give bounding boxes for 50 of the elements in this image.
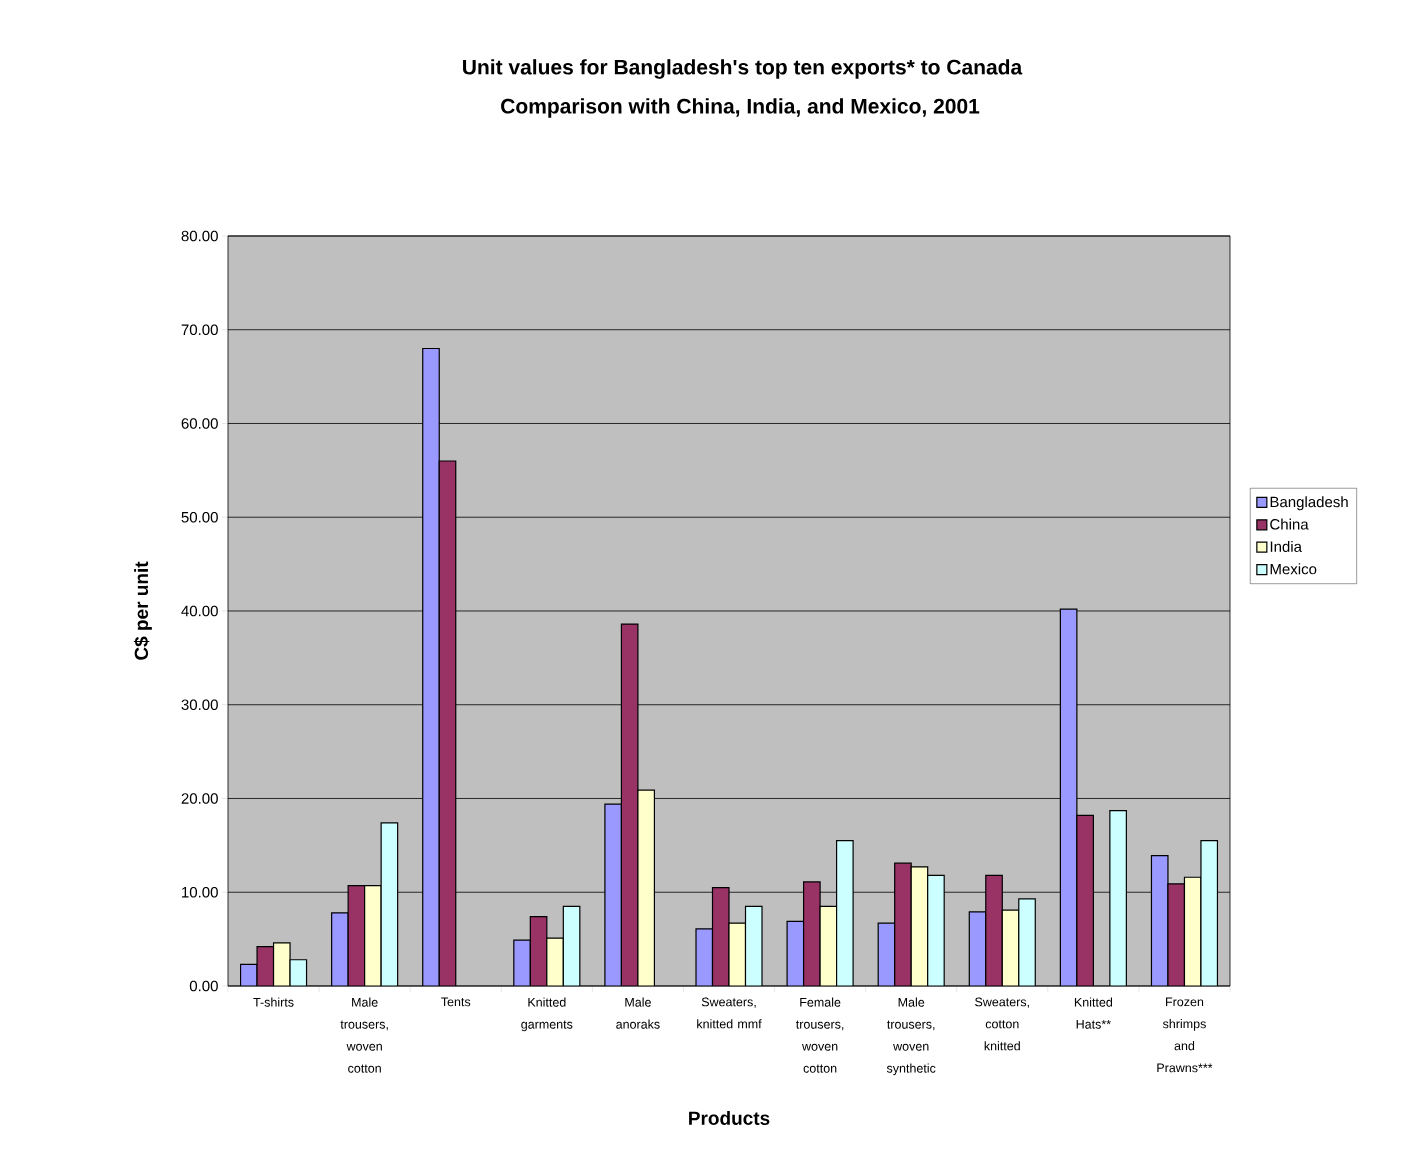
bar [1167,883,1186,986]
y-tick-label: 60.00 [181,418,218,429]
legend-label: Mexico [1270,563,1317,575]
x-tick-label: Frozen shrimps and Prawns*** [1157,997,1213,1073]
legend-label: China [1270,518,1309,530]
bar [1150,855,1169,986]
bar [347,885,366,986]
bar [711,886,730,986]
y-tick-label: 0.00 [189,980,218,992]
y-tick-label: 80.00 [181,230,218,242]
bar [604,803,623,986]
x-tick-label: Female trousers, woven cotton [795,997,844,1073]
x-tick-label: T-shirts [253,997,294,1007]
y-tick-label: 10.00 [182,886,218,898]
legend-label: India [1270,540,1302,552]
y-tick-label: 70.00 [181,324,218,336]
bar [1200,840,1219,986]
bar [1059,608,1078,986]
y-tick-label: 50.00 [181,511,218,523]
x-tick-label: Tents [441,997,471,1007]
x-tick-label: Sweaters, knitted mmf [697,997,762,1029]
y-tick-label: 40.00 [181,605,218,617]
y-tick-label: 20.00 [181,793,218,804]
x-tick-label: Knitted garments [521,997,573,1032]
bar [438,460,457,986]
bar [1109,810,1127,986]
bar [546,937,564,986]
x-tick-label: Male anoraks [616,997,660,1029]
x-tick-label: Male trousers, woven cotton [340,997,388,1073]
bar [422,347,440,986]
bar [364,885,382,986]
bar [637,789,656,986]
bar [894,862,912,986]
bar [1018,898,1036,986]
chart-subtitle: Comparison with China, India, and Mexico, 2001 [501,98,980,118]
y-axis-title: C$ per unit [133,561,152,660]
x-axis-title: Products [689,1111,770,1125]
bar [836,840,854,986]
x-tick-label: Knitted Hats** [1074,997,1113,1029]
x-tick-label: Sweaters, cotton knitted [975,997,1029,1051]
chart-title: Unit values for Bangladesh's top ten exports* to Canada [463,59,1023,79]
y-tick-label: 30.00 [181,699,218,711]
bar [1076,814,1094,986]
bar [620,623,639,986]
bar [380,822,399,986]
bar [985,874,1003,986]
bar [513,939,531,986]
bar [927,874,945,986]
legend-label: Bangladesh [1270,496,1348,511]
x-tick-label: Male trousers, woven synthetic [886,997,936,1076]
